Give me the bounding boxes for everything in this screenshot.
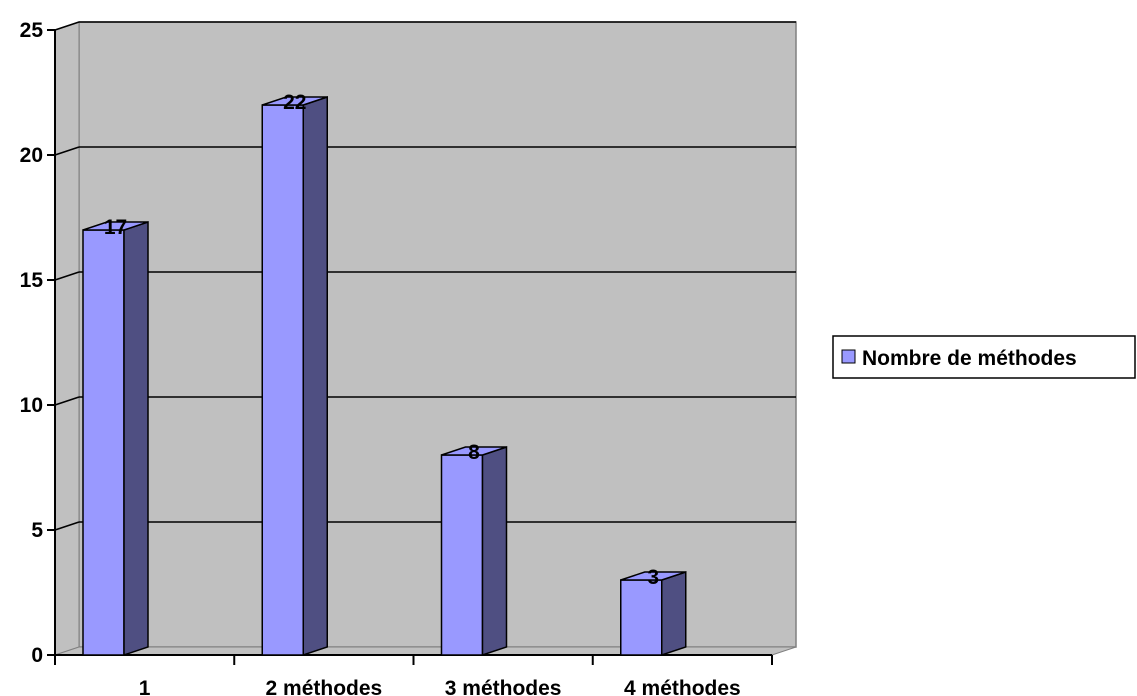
bar-front	[82, 229, 125, 656]
y-tick-label: 5	[31, 519, 43, 542]
plot-walls	[54, 21, 797, 656]
bar	[440, 445, 508, 657]
x-axis-ticks: 1 2 méthodes 3 méthodes 4 méthodes	[54, 655, 773, 696]
bar-side	[302, 95, 328, 657]
back-wall	[78, 21, 797, 648]
gridline-side	[54, 146, 80, 156]
data-label: 8	[468, 441, 480, 464]
gridlines	[54, 21, 796, 531]
x-tick-label: 2 méthodes	[266, 677, 383, 696]
bar-front	[620, 579, 663, 656]
gridline-side	[54, 396, 80, 406]
bar-front	[261, 104, 304, 656]
legend-label: Nombre de méthodes	[862, 347, 1077, 370]
bar-top	[620, 571, 686, 581]
bars	[82, 95, 687, 657]
bar-side	[661, 570, 687, 657]
gridline-side	[54, 21, 80, 31]
x-tick-label: 3 méthodes	[445, 677, 562, 696]
bar-top	[262, 96, 328, 106]
x-tick-label: 4 méthodes	[624, 677, 741, 696]
data-label: 3	[647, 566, 659, 589]
bar-side	[123, 220, 149, 657]
y-tick-label: 25	[20, 19, 44, 42]
legend-box	[832, 335, 1136, 379]
bar	[82, 220, 149, 657]
bar-top	[82, 221, 149, 231]
bar-side	[481, 445, 508, 657]
y-axis-ticks: 0 5 10 15 20 25	[20, 19, 55, 667]
data-labels: 17 22 8 3	[104, 91, 659, 589]
floor	[54, 646, 797, 656]
y-tick-label: 15	[20, 269, 44, 292]
bar	[620, 570, 687, 657]
data-label: 22	[283, 91, 306, 114]
bar-front	[440, 454, 484, 656]
y-tick-label: 0	[31, 644, 43, 667]
x-tick-label: 1	[139, 677, 151, 696]
gridline-side	[54, 271, 80, 281]
gridline-side	[54, 521, 80, 531]
bar-top	[441, 446, 507, 456]
legend: Nombre de méthodes	[832, 335, 1136, 379]
side-wall	[54, 21, 80, 656]
bar	[261, 95, 328, 657]
y-tick-label: 10	[20, 394, 43, 417]
data-label: 17	[104, 216, 127, 239]
y-tick-label: 20	[20, 144, 43, 167]
legend-swatch	[841, 349, 856, 364]
